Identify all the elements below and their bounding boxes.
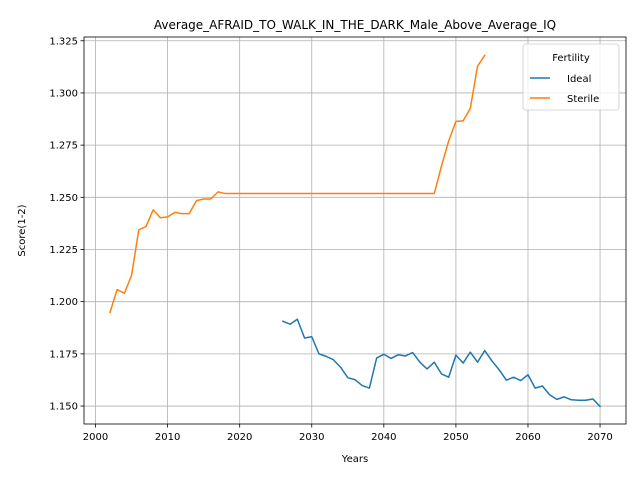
series-line-sterile [109,54,486,314]
legend-label-ideal: Ideal [567,74,591,85]
y-tick-label: 1.200 [49,297,78,308]
y-tick-label: 1.150 [49,402,78,413]
legend-box [522,43,620,111]
x-axis-label: Years [341,454,368,465]
legend-label-sterile: Sterile [567,94,599,105]
series-line-ideal [281,318,602,408]
y-tick-label: 1.325 [49,36,78,47]
legend: Fertility Ideal Sterile [522,43,620,111]
y-tick-label: 1.225 [49,245,78,256]
x-tick-label: 2000 [83,432,108,443]
ticks: 2000 2010 2020 2030 2040 2050 2060 2070 1.150 1.1… [49,36,612,443]
x-tick-label: 2060 [515,432,540,443]
x-tick-label: 2020 [227,432,252,443]
x-tick-label: 2070 [587,432,612,443]
y-tick-label: 1.275 [49,141,78,152]
y-tick-label: 1.300 [49,88,78,99]
legend-title: Fertility [552,53,590,64]
y-tick-label: 1.250 [49,193,78,204]
x-tick-label: 2040 [371,432,396,443]
x-tick-label: 2030 [299,432,324,443]
x-tick-label: 2010 [155,432,180,443]
chart-title: Average_AFRAID_TO_WALK_IN_THE_DARK_Male_… [154,18,556,32]
x-tick-label: 2050 [443,432,468,443]
plot-frame [83,36,627,425]
y-axis-label: Score(1-2) [17,204,28,256]
series-layer [109,54,602,408]
y-tick-label: 1.175 [49,349,78,360]
